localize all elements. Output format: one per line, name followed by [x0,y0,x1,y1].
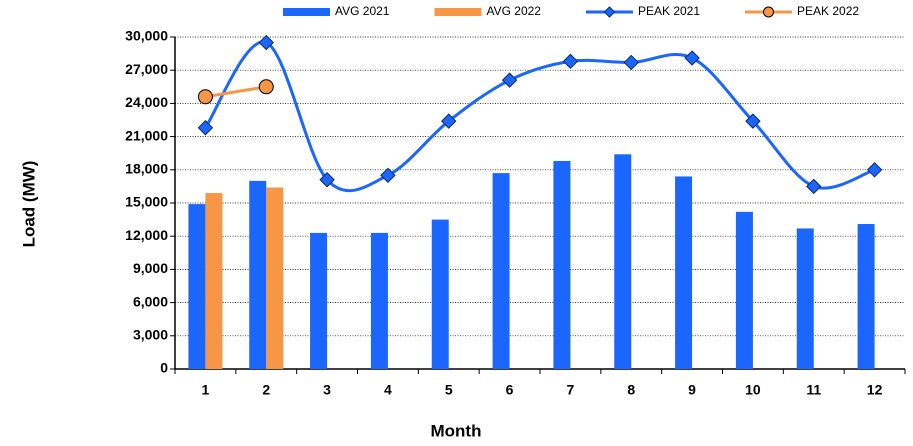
y-tick-label: 30,000 [125,28,168,44]
y-tick-label: 12,000 [125,227,168,243]
x-tick-label: 7 [567,382,575,398]
bar [370,232,388,369]
legend-label: AVG 2021 [335,4,390,18]
marker [501,72,518,88]
bar [205,193,223,369]
marker [380,167,396,184]
legend-label: AVG 2022 [486,4,541,18]
x-tick-label: 12 [867,382,883,398]
legend-swatch [434,8,482,16]
y-tick-label: 6,000 [133,293,168,309]
line [205,85,267,99]
x-tick-label: 3 [323,382,331,398]
bar [310,232,328,369]
marker [806,178,822,195]
legend-label: PEAK 2021 [638,4,700,18]
y-tick-label: 27,000 [125,61,168,77]
y-axis-label: Load (MW) [19,161,38,248]
marker [197,120,214,136]
legend-marker [603,6,616,18]
bar [188,204,206,369]
bar [553,160,571,369]
x-tick-label: 10 [745,382,761,398]
x-tick-label: 4 [384,382,392,398]
bar [796,228,814,369]
line [204,40,876,193]
marker [441,113,457,129]
y-tick-label: 3,000 [133,327,168,343]
bar [675,176,693,369]
bar [492,173,510,369]
y-tick-label: 18,000 [125,161,168,177]
marker [745,113,761,129]
y-tick-label: 24,000 [125,94,168,110]
y-tick-label: 15,000 [125,194,168,210]
x-tick-label: 8 [627,382,635,398]
bar [614,154,632,369]
x-tick-label: 1 [202,382,210,398]
marker [623,54,639,71]
bar [249,180,267,369]
legend-label: PEAK 2022 [797,4,859,18]
marker [866,162,883,178]
marker [319,172,335,188]
x-axis-label: Month [431,421,482,440]
marker [197,89,213,105]
bar [857,224,875,369]
bar [431,219,449,369]
bar [266,187,284,369]
marker [684,50,700,66]
legend-marker [763,6,775,18]
marker [562,53,579,70]
y-tick-label: 9,000 [133,260,168,276]
marker [258,34,274,51]
bar [735,211,753,369]
marker [258,79,274,95]
x-tick-label: 11 [806,382,821,398]
y-tick-label: 0 [160,360,168,376]
x-tick-label: 2 [262,382,270,398]
legend-swatch [283,8,330,16]
x-tick-label: 5 [445,382,453,398]
x-tick-label: 9 [688,382,696,398]
x-tick-label: 6 [506,382,514,398]
y-tick-label: 21,000 [125,127,168,143]
